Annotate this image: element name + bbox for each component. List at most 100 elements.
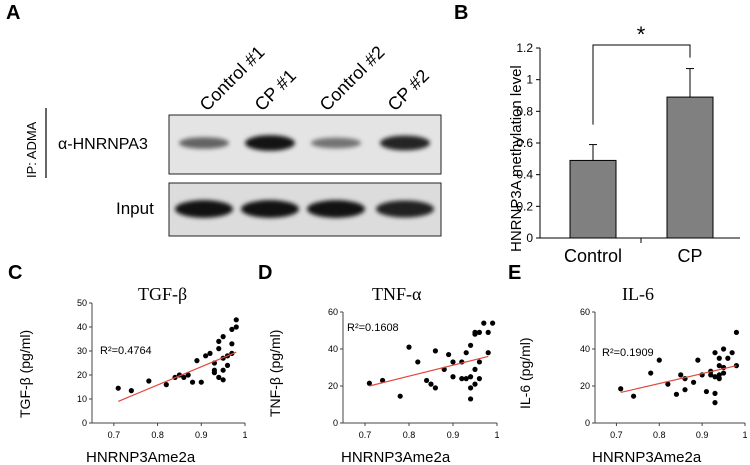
scatter-point	[682, 387, 688, 393]
bar-cp	[666, 96, 714, 239]
regression-line	[369, 355, 489, 387]
panel-letter-e: E	[508, 262, 522, 284]
scatter-point	[468, 385, 474, 391]
scatter-y-tick-label: 10	[77, 394, 87, 404]
scatter-point	[716, 372, 722, 378]
bar-category-label: Control	[564, 246, 622, 265]
scatter-point	[220, 334, 226, 340]
scatter-point	[729, 350, 735, 356]
scatter-point	[220, 367, 226, 373]
western-blot-panel: Control #1 CP #1 Control #2 CP #2 IP: AD…	[24, 42, 442, 237]
scatter-point	[216, 346, 222, 352]
scatter-x-tick-label: 0.7	[359, 430, 372, 440]
scatter-chart-c: TGF-β TGF-β (pg/ml) HNRNP3Ame2a 0 10 20 30 4…	[17, 284, 248, 465]
scatter-point	[229, 341, 235, 347]
scatter-point	[366, 380, 372, 386]
scatter-point	[397, 393, 403, 399]
scatter-point	[690, 379, 697, 385]
scatter-point	[432, 385, 438, 391]
bar-y-axis-label: HNRNP3A methylation level	[508, 65, 525, 252]
scatter-point	[216, 374, 222, 380]
scatter-point	[656, 357, 662, 363]
scatter-point	[224, 362, 231, 368]
scatter-point	[630, 393, 637, 399]
scatter-point	[194, 358, 200, 364]
input-band-1	[175, 200, 233, 218]
scatter-point	[450, 359, 456, 365]
scatter-y-tick-label: 20	[580, 381, 590, 391]
bar-y-tick-label: 0	[526, 231, 533, 245]
r-squared-annotation: R²=0.1909	[602, 347, 654, 359]
scatter-chart-d: TNF-α TNF-β (pg/ml) HNRNP3Ame2a 0 20 40 60 0…	[267, 284, 500, 465]
scatter-point	[490, 320, 496, 326]
scatter-y-tick-label: 0	[333, 418, 338, 428]
scatter-e-ylabel: IL-6 (pg/ml)	[517, 337, 533, 409]
bar-y-tick-label: 0.8	[516, 104, 533, 118]
scatter-point	[673, 391, 680, 397]
input-band-3	[307, 200, 365, 218]
scatter-x-tick-label: 0.9	[696, 430, 709, 440]
scatter-x-tick-label: 0.9	[195, 430, 208, 440]
scatter-x-tick-label: 0.8	[403, 430, 416, 440]
scatter-point	[115, 385, 121, 391]
scatter-point	[220, 377, 226, 383]
regression-line	[620, 365, 737, 394]
scatter-point	[229, 326, 235, 332]
scatter-y-tick-label: 20	[77, 370, 87, 380]
scatter-point	[712, 374, 718, 380]
scatter-e-xlabel: HNRNP3Ame2a	[592, 449, 702, 465]
scatter-point	[476, 376, 482, 382]
scatter-point	[716, 376, 722, 382]
significance-bracket	[592, 44, 691, 125]
scatter-x-tick-label: 0.7	[108, 430, 121, 440]
scatter-y-tick-label: 20	[328, 381, 338, 391]
scatter-point	[463, 376, 469, 382]
lane-label-2: CP #1	[251, 66, 300, 115]
scatter-point	[481, 320, 487, 326]
panel-letter-a: A	[6, 2, 21, 24]
scatter-point	[424, 377, 430, 384]
input-band-4	[376, 200, 434, 218]
input-label: Input	[116, 199, 154, 218]
scatter-point	[415, 359, 421, 365]
scatter-x-tick-label: 0.8	[151, 430, 164, 440]
scatter-point	[406, 344, 412, 350]
scatter-point	[472, 366, 478, 372]
scatter-x-tick-label: 1	[494, 430, 499, 440]
scatter-point	[181, 374, 187, 380]
panel-letter-c: C	[8, 262, 23, 284]
scatter-point	[712, 350, 718, 356]
scatter-point	[446, 351, 452, 358]
scatter-point	[703, 388, 710, 395]
blot-bands	[179, 135, 430, 151]
scatter-y-tick-label: 30	[77, 346, 87, 356]
scatter-point	[472, 381, 478, 387]
scatter-c-xlabel: HNRNP3Ame2a	[86, 449, 196, 465]
scatter-point	[189, 379, 196, 385]
scatter-d-xlabel: HNRNP3Ame2a	[341, 449, 451, 465]
scatter-point	[476, 329, 482, 335]
scatter-d-ylabel: TNF-β (pg/ml)	[267, 330, 283, 417]
lane-label-4: CP #2	[384, 66, 433, 115]
scatter-point	[678, 372, 684, 378]
bar-control	[569, 159, 617, 239]
scatter-e-title: IL-6	[622, 284, 654, 304]
bar-y-tick-label: 1.2	[516, 41, 533, 55]
scatter-point	[459, 376, 465, 382]
scatter-c-ylabel: TGF-β (pg/ml)	[17, 330, 33, 418]
scatter-point	[146, 378, 152, 384]
scatter-point	[472, 329, 478, 335]
blot-band-2	[245, 135, 295, 151]
scatter-point	[463, 350, 469, 356]
scatter-point	[198, 379, 204, 385]
scatter-y-tick-label: 60	[328, 307, 338, 317]
scatter-point	[485, 329, 491, 335]
scatter-point	[716, 355, 722, 361]
r-squared-annotation: R²=0.4764	[100, 345, 152, 357]
scatter-point	[708, 372, 714, 378]
scatter-point	[720, 346, 727, 352]
scatter-x-tick-label: 0.7	[610, 430, 623, 440]
scatter-d-title: TNF-α	[372, 284, 422, 304]
input-band-2	[241, 200, 299, 218]
scatter-point	[720, 370, 727, 376]
